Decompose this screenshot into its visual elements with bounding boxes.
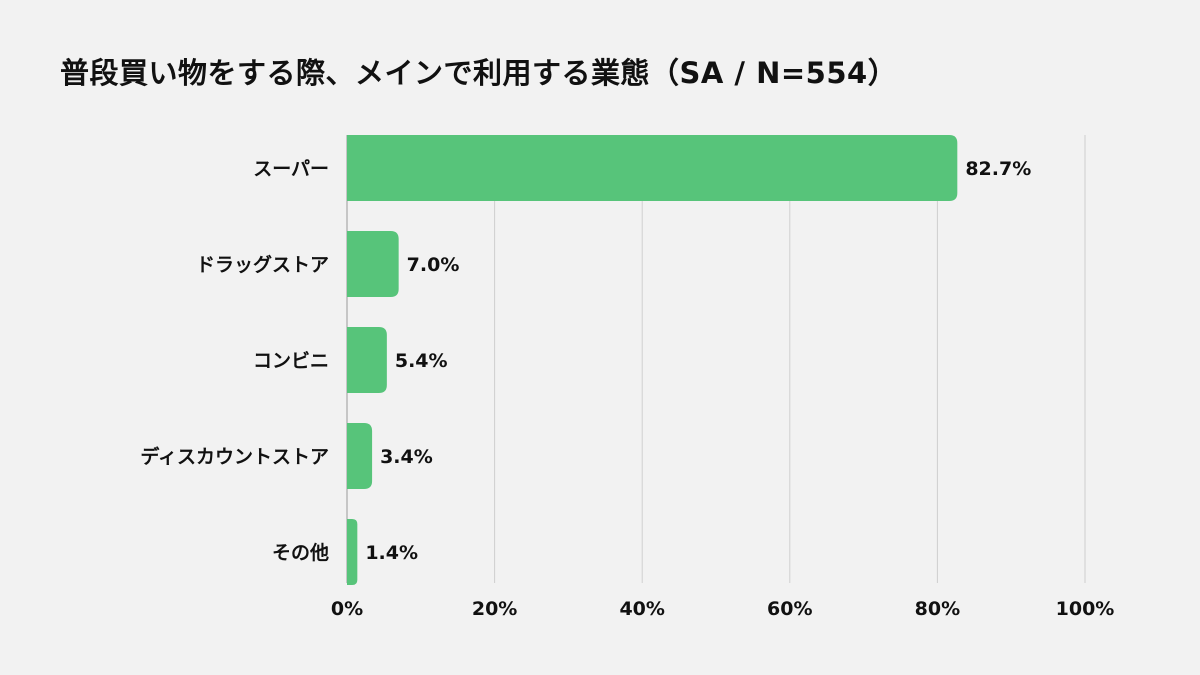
data-label: 7.0% bbox=[407, 254, 460, 276]
bar bbox=[347, 135, 958, 201]
category-label: ディスカウントストア bbox=[140, 445, 329, 468]
bar bbox=[347, 519, 358, 585]
data-label: 3.4% bbox=[380, 446, 433, 468]
chart-title: 普段買い物をする際、メインで利用する業態（SA / N=554） bbox=[60, 56, 898, 90]
x-tick-label: 80% bbox=[915, 598, 960, 620]
category-label: スーパー bbox=[253, 158, 329, 180]
data-label: 5.4% bbox=[395, 350, 448, 372]
x-tick-label: 0% bbox=[331, 598, 363, 620]
x-tick-label: 40% bbox=[619, 598, 664, 620]
bar bbox=[347, 327, 387, 393]
x-tick-label: 60% bbox=[767, 598, 812, 620]
bar bbox=[347, 231, 399, 297]
bar bbox=[347, 423, 373, 489]
category-label: コンビニ bbox=[253, 350, 329, 372]
data-label: 1.4% bbox=[365, 542, 418, 564]
x-tick-label: 100% bbox=[1056, 598, 1115, 620]
data-label: 82.7% bbox=[965, 158, 1031, 180]
category-label: ドラッグストア bbox=[196, 253, 329, 276]
category-label: その他 bbox=[272, 541, 329, 564]
x-tick-label: 20% bbox=[472, 598, 517, 620]
